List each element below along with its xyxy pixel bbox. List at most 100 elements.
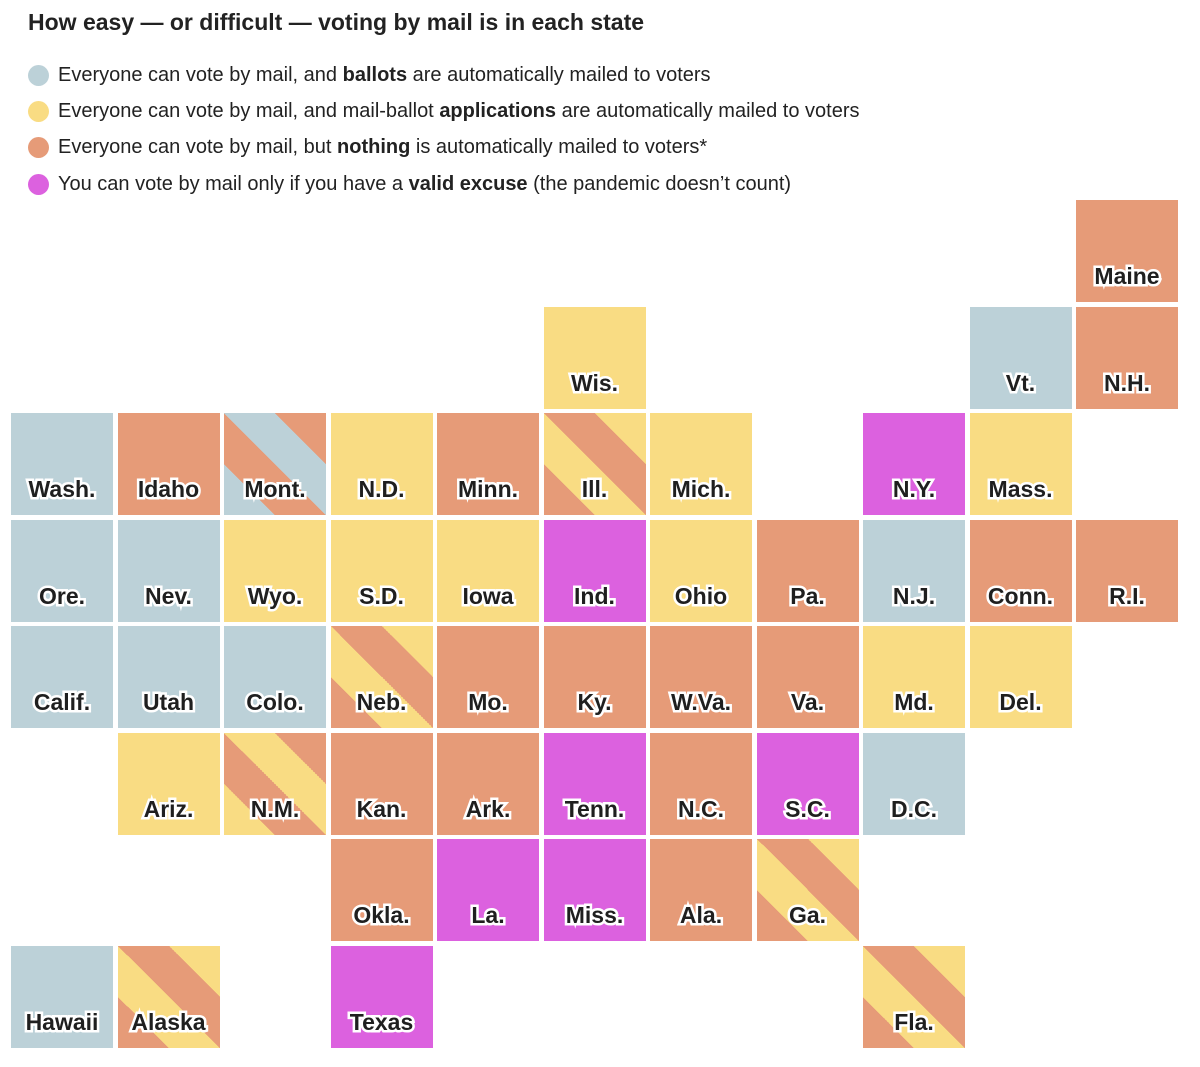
state-label: Neb. — [354, 687, 409, 718]
state-tile-utah[interactable]: Utah — [117, 626, 220, 728]
state-label: Texas — [347, 1006, 416, 1037]
state-tile-ohio[interactable]: Ohio — [650, 519, 752, 622]
state-label: S.C. — [783, 793, 833, 824]
state-label: Nev. — [143, 580, 195, 611]
state-label: Mont. — [242, 474, 308, 505]
legend-swatch-applications — [28, 100, 49, 122]
legend-item-nothing: Everyone can vote by mail, but nothing i… — [28, 130, 859, 166]
state-tile-kan[interactable]: Kan. — [330, 732, 433, 835]
state-tile-mich[interactable]: Mich. — [650, 413, 752, 515]
state-tile-n-y[interactable]: N.Y. — [863, 413, 965, 515]
state-tile-wyo[interactable]: Wyo. — [224, 519, 326, 622]
state-label: Wash. — [26, 474, 98, 505]
state-tile-n-d[interactable]: N.D. — [330, 413, 433, 515]
state-tile-nev[interactable]: Nev. — [117, 519, 220, 622]
state-tile-hawaii[interactable]: Hawaii — [11, 945, 113, 1048]
state-tile-la[interactable]: La. — [437, 839, 539, 941]
state-label: Hawaii — [23, 1006, 101, 1037]
state-tile-calif[interactable]: Calif. — [11, 626, 113, 728]
state-tile-d-c[interactable]: D.C. — [863, 732, 965, 835]
state-tile-wis[interactable]: Wis. — [543, 306, 646, 409]
state-tile-s-c[interactable]: S.C. — [756, 732, 859, 835]
state-tile-maine[interactable]: Maine — [1076, 200, 1178, 302]
state-tile-alaska[interactable]: Alaska — [117, 945, 220, 1048]
state-tile-mass[interactable]: Mass. — [969, 413, 1072, 515]
state-tile-neb[interactable]: Neb. — [330, 626, 433, 728]
state-tile-w-va[interactable]: W.Va. — [650, 626, 752, 728]
state-tile-r-i[interactable]: R.I. — [1076, 519, 1178, 622]
state-label: Okla. — [351, 900, 412, 931]
state-label: Ky. — [575, 687, 614, 718]
state-tile-n-h[interactable]: N.H. — [1076, 306, 1178, 409]
state-label: Ala. — [677, 900, 724, 931]
state-label: Mich. — [669, 474, 733, 505]
state-label: Ga. — [786, 900, 828, 931]
state-tile-miss[interactable]: Miss. — [543, 839, 646, 941]
state-label: Del. — [997, 687, 1044, 718]
state-label: S.D. — [357, 580, 407, 611]
state-label: Tenn. — [562, 793, 627, 824]
state-label: Ohio — [672, 580, 729, 611]
state-label: Ill. — [579, 474, 610, 505]
state-tile-mont[interactable]: Mont. — [224, 413, 326, 515]
state-tile-idaho[interactable]: Idaho — [117, 413, 220, 515]
state-label: Ariz. — [141, 793, 196, 824]
legend-label: You can vote by mail only if you have a … — [58, 172, 792, 195]
state-label: Mo. — [466, 687, 511, 718]
state-label: D.C. — [889, 793, 940, 824]
state-label: Idaho — [135, 474, 201, 505]
state-tile-ill[interactable]: Ill. — [543, 413, 646, 515]
state-label: N.M. — [248, 793, 302, 824]
state-tile-tenn[interactable]: Tenn. — [543, 732, 646, 835]
state-tile-mo[interactable]: Mo. — [437, 626, 539, 728]
state-tile-del[interactable]: Del. — [969, 626, 1072, 728]
state-tile-n-c[interactable]: N.C. — [650, 732, 752, 835]
state-tile-ind[interactable]: Ind. — [543, 519, 646, 622]
state-tile-vt[interactable]: Vt. — [969, 306, 1072, 409]
state-label: La. — [469, 900, 507, 931]
state-label: W.Va. — [668, 687, 733, 718]
state-label: Colo. — [244, 687, 307, 718]
state-tile-texas[interactable]: Texas — [330, 945, 433, 1048]
legend-label: Everyone can vote by mail, but nothing i… — [58, 136, 708, 159]
legend-swatch-nothing — [28, 137, 49, 159]
state-label: N.Y. — [890, 474, 937, 505]
map-title: How easy — or difficult — voting by mail… — [28, 9, 645, 35]
state-label: Md. — [892, 687, 937, 718]
state-tile-fla[interactable]: Fla. — [863, 945, 965, 1048]
legend-label: Everyone can vote by mail, and ballots a… — [58, 63, 711, 86]
state-tile-s-d[interactable]: S.D. — [330, 519, 433, 622]
state-label: Ind. — [572, 580, 618, 611]
state-tile-md[interactable]: Md. — [863, 626, 965, 728]
state-label: Vt. — [1003, 367, 1037, 398]
state-tile-n-j[interactable]: N.J. — [863, 519, 965, 622]
state-tile-n-m[interactable]: N.M. — [224, 732, 326, 835]
state-label: Fla. — [892, 1006, 937, 1037]
state-label: Kan. — [354, 793, 409, 824]
state-label: Wis. — [568, 367, 620, 398]
state-tile-wash[interactable]: Wash. — [11, 413, 113, 515]
state-label: Calif. — [31, 687, 92, 718]
state-tile-ga[interactable]: Ga. — [756, 839, 859, 941]
state-tile-conn[interactable]: Conn. — [969, 519, 1072, 622]
state-tile-minn[interactable]: Minn. — [437, 413, 539, 515]
legend-label: Everyone can vote by mail, and mail-ball… — [58, 99, 860, 122]
state-label: N.C. — [676, 793, 727, 824]
state-label: Minn. — [455, 474, 520, 505]
state-label: N.D. — [356, 474, 407, 505]
state-label: Mass. — [986, 474, 1055, 505]
state-label: Pa. — [788, 580, 828, 611]
state-tile-iowa[interactable]: Iowa — [437, 519, 539, 622]
state-label: Wyo. — [245, 580, 305, 611]
state-tile-ariz[interactable]: Ariz. — [117, 732, 220, 835]
state-tile-ky[interactable]: Ky. — [543, 626, 646, 728]
state-tile-okla[interactable]: Okla. — [330, 839, 433, 941]
state-tile-colo[interactable]: Colo. — [224, 626, 326, 728]
state-tile-va[interactable]: Va. — [756, 626, 859, 728]
state-tile-ark[interactable]: Ark. — [437, 732, 539, 835]
state-label: Alaska — [129, 1006, 208, 1037]
state-tile-pa[interactable]: Pa. — [756, 519, 859, 622]
state-tile-ala[interactable]: Ala. — [650, 839, 752, 941]
state-tile-ore[interactable]: Ore. — [11, 519, 113, 622]
legend-item-applications: Everyone can vote by mail, and mail-ball… — [28, 93, 859, 129]
